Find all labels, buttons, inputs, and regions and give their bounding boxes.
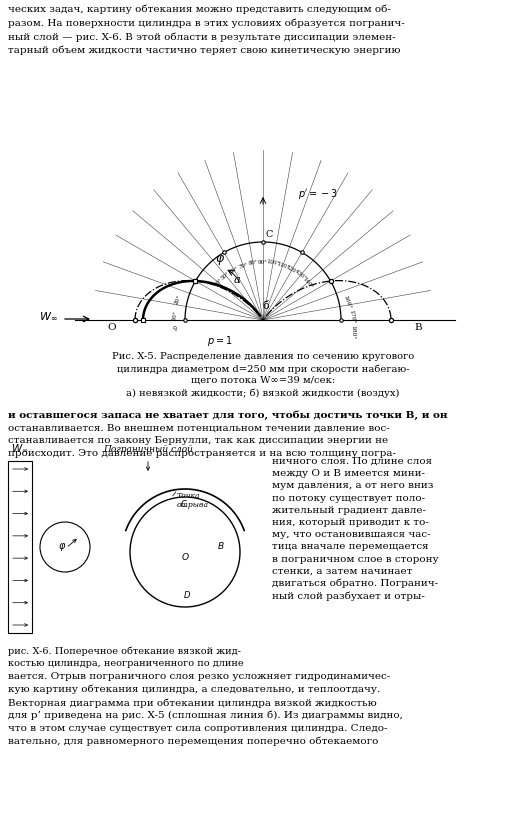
Text: 20°: 20° bbox=[174, 294, 183, 305]
Text: ния, который приводит к то-: ния, который приводит к то- bbox=[272, 518, 429, 527]
Text: между O и B имеется мини-: между O и B имеется мини- bbox=[272, 469, 425, 478]
Text: ничного слоя. По длине слоя: ничного слоя. По длине слоя bbox=[272, 457, 432, 466]
Text: O: O bbox=[108, 323, 116, 332]
Text: происходит. Это давление распространяется и на всю толщину погра-: происходит. Это давление распространяетс… bbox=[8, 449, 396, 458]
Text: 40°: 40° bbox=[214, 278, 224, 288]
Text: 0°: 0° bbox=[170, 325, 176, 332]
Text: 140°: 140° bbox=[301, 276, 313, 289]
Text: $O$: $O$ bbox=[180, 550, 189, 562]
Text: тица вначале перемещается: тица вначале перемещается bbox=[272, 542, 429, 551]
Text: 50°: 50° bbox=[220, 270, 231, 281]
Text: разом. На поверхности цилиндра в этих условиях образуется погранич-: разом. На поверхности цилиндра в этих ус… bbox=[8, 19, 404, 28]
Text: щего потока W∞=39 м/сек:: щего потока W∞=39 м/сек: bbox=[191, 376, 335, 385]
Text: для p’ приведена на рис. X-5 (сплошная линия б). Из диаграммы видно,: для p’ приведена на рис. X-5 (сплошная л… bbox=[8, 711, 403, 721]
Text: тарный объем жидкости частично теряет свою кинетическую энергию: тарный объем жидкости частично теряет св… bbox=[8, 46, 400, 55]
Text: 110°: 110° bbox=[276, 261, 290, 270]
Text: 90°: 90° bbox=[258, 260, 268, 265]
Text: станавливается по закону Бернулли, так как диссипации энергии не: станавливается по закону Бернулли, так к… bbox=[8, 436, 388, 445]
Text: и оставшегося запаса не хватает для того, чтобы достичь точки B, и он: и оставшегося запаса не хватает для того… bbox=[8, 410, 448, 419]
Text: Рис. X-5. Распределение давления по сечению кругового: Рис. X-5. Распределение давления по сече… bbox=[112, 352, 414, 361]
Text: цилиндра диаметром d=250 мм при скорости набегаю-: цилиндра диаметром d=250 мм при скорости… bbox=[117, 364, 409, 373]
Text: $B$: $B$ bbox=[217, 540, 225, 551]
Text: рис. X-6. Поперечное обтекание вязкой жид-: рис. X-6. Поперечное обтекание вязкой жи… bbox=[8, 647, 241, 657]
Text: B: B bbox=[414, 323, 422, 332]
Text: 80°: 80° bbox=[248, 260, 258, 266]
Text: ный слой разбухает и отры-: ный слой разбухает и отры- bbox=[272, 591, 425, 600]
Text: б: б bbox=[263, 301, 270, 311]
Text: 160°: 160° bbox=[343, 294, 352, 310]
Text: ческих задач, картину обтекания можно представить следующим об-: ческих задач, картину обтекания можно пр… bbox=[8, 5, 391, 15]
Text: а) невязкой жидкости; б) вязкой жидкости (воздух): а) невязкой жидкости; б) вязкой жидкости… bbox=[126, 388, 400, 397]
Text: му, что остановившаяся час-: му, что остановившаяся час- bbox=[272, 530, 431, 539]
Text: 170°: 170° bbox=[348, 310, 356, 324]
Text: стенки, а затем начинает: стенки, а затем начинает bbox=[272, 567, 412, 576]
Text: двигаться обратно. Погранич-: двигаться обратно. Погранич- bbox=[272, 579, 438, 589]
Text: $C$: $C$ bbox=[180, 498, 188, 509]
Text: 120°: 120° bbox=[285, 265, 299, 275]
Text: $D$: $D$ bbox=[183, 589, 191, 600]
Text: Пограничный слой: Пограничный слой bbox=[103, 445, 193, 454]
Text: жительный градиент давле-: жительный градиент давле- bbox=[272, 506, 426, 515]
Text: 70°: 70° bbox=[238, 261, 249, 269]
Text: $p=1$: $p=1$ bbox=[207, 334, 232, 348]
Text: $W_{\infty}$: $W_{\infty}$ bbox=[39, 310, 58, 322]
Text: $\varphi$: $\varphi$ bbox=[58, 541, 66, 553]
Text: 10°: 10° bbox=[171, 310, 178, 321]
Text: а: а bbox=[233, 275, 240, 285]
Text: $W_{\infty}$: $W_{\infty}$ bbox=[11, 442, 29, 454]
Text: 60°: 60° bbox=[228, 265, 239, 274]
Text: 130°: 130° bbox=[294, 269, 307, 282]
Text: вается. Отрыв пограничного слоя резко усложняет гидродинамичес-: вается. Отрыв пограничного слоя резко ус… bbox=[8, 672, 390, 681]
Text: по потоку существует поло-: по потоку существует поло- bbox=[272, 494, 425, 503]
Text: Векторная диаграмма при обтекании цилиндра вязкой жидкостью: Векторная диаграмма при обтекании цилинд… bbox=[8, 698, 377, 708]
Text: вательно, для равномерного перемещения поперечно обтекаемого: вательно, для равномерного перемещения п… bbox=[8, 737, 378, 746]
Text: 100°: 100° bbox=[266, 260, 280, 266]
Text: мум давления, а от него вниз: мум давления, а от него вниз bbox=[272, 482, 433, 491]
Text: C: C bbox=[266, 230, 274, 239]
Text: 180°: 180° bbox=[350, 325, 356, 339]
Text: кую картину обтекания цилиндра, а следовательно, и теплоотдачу.: кую картину обтекания цилиндра, а следов… bbox=[8, 685, 380, 695]
Text: что в этом случае существует сила сопротивления цилиндра. Следо-: что в этом случае существует сила сопрот… bbox=[8, 724, 388, 733]
Text: в пограничном слое в сторону: в пограничном слое в сторону bbox=[272, 554, 439, 563]
Text: ный слой — рис. X-6. В этой области в результате диссипации элемен-: ный слой — рис. X-6. В этой области в ре… bbox=[8, 32, 396, 42]
Text: Точка
отрыва: Точка отрыва bbox=[177, 492, 209, 509]
Text: $\varphi$: $\varphi$ bbox=[215, 252, 225, 267]
Text: $p'=-3$: $p'=-3$ bbox=[298, 187, 338, 201]
Text: останавливается. Во внешнем потенциальном течении давление вос-: останавливается. Во внешнем потенциально… bbox=[8, 423, 390, 432]
Text: костью цилиндра, неограниченного по длине: костью цилиндра, неограниченного по длин… bbox=[8, 658, 244, 667]
